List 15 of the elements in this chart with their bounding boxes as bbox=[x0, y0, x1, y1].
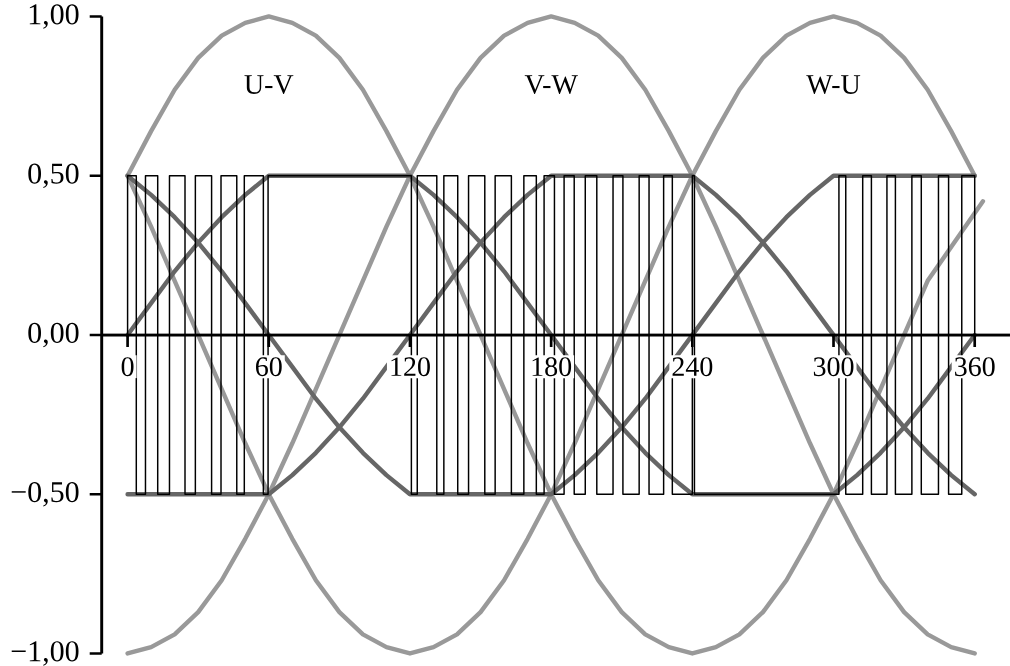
x-tick-label: 240 bbox=[672, 357, 713, 377]
series-label: U-V bbox=[244, 75, 294, 95]
y-tick-label: 1,00 bbox=[29, 4, 79, 29]
x-tick-label: 0 bbox=[121, 357, 134, 377]
y-tick-label: −1,00 bbox=[11, 641, 79, 666]
x-tick-label: 300 bbox=[813, 357, 854, 377]
x-tick-label: 120 bbox=[391, 357, 430, 377]
y-tick-label: −0,50 bbox=[11, 481, 79, 507]
series-label: W-U bbox=[806, 75, 861, 95]
x-tick-label: 60 bbox=[255, 357, 282, 377]
y-tick-label: 0,50 bbox=[28, 163, 79, 189]
x-tick-label: 180 bbox=[532, 357, 572, 377]
x-tick-label: 360 bbox=[955, 357, 995, 377]
series-label: V-W bbox=[524, 75, 578, 95]
y-tick-label: 0,00 bbox=[28, 322, 79, 348]
